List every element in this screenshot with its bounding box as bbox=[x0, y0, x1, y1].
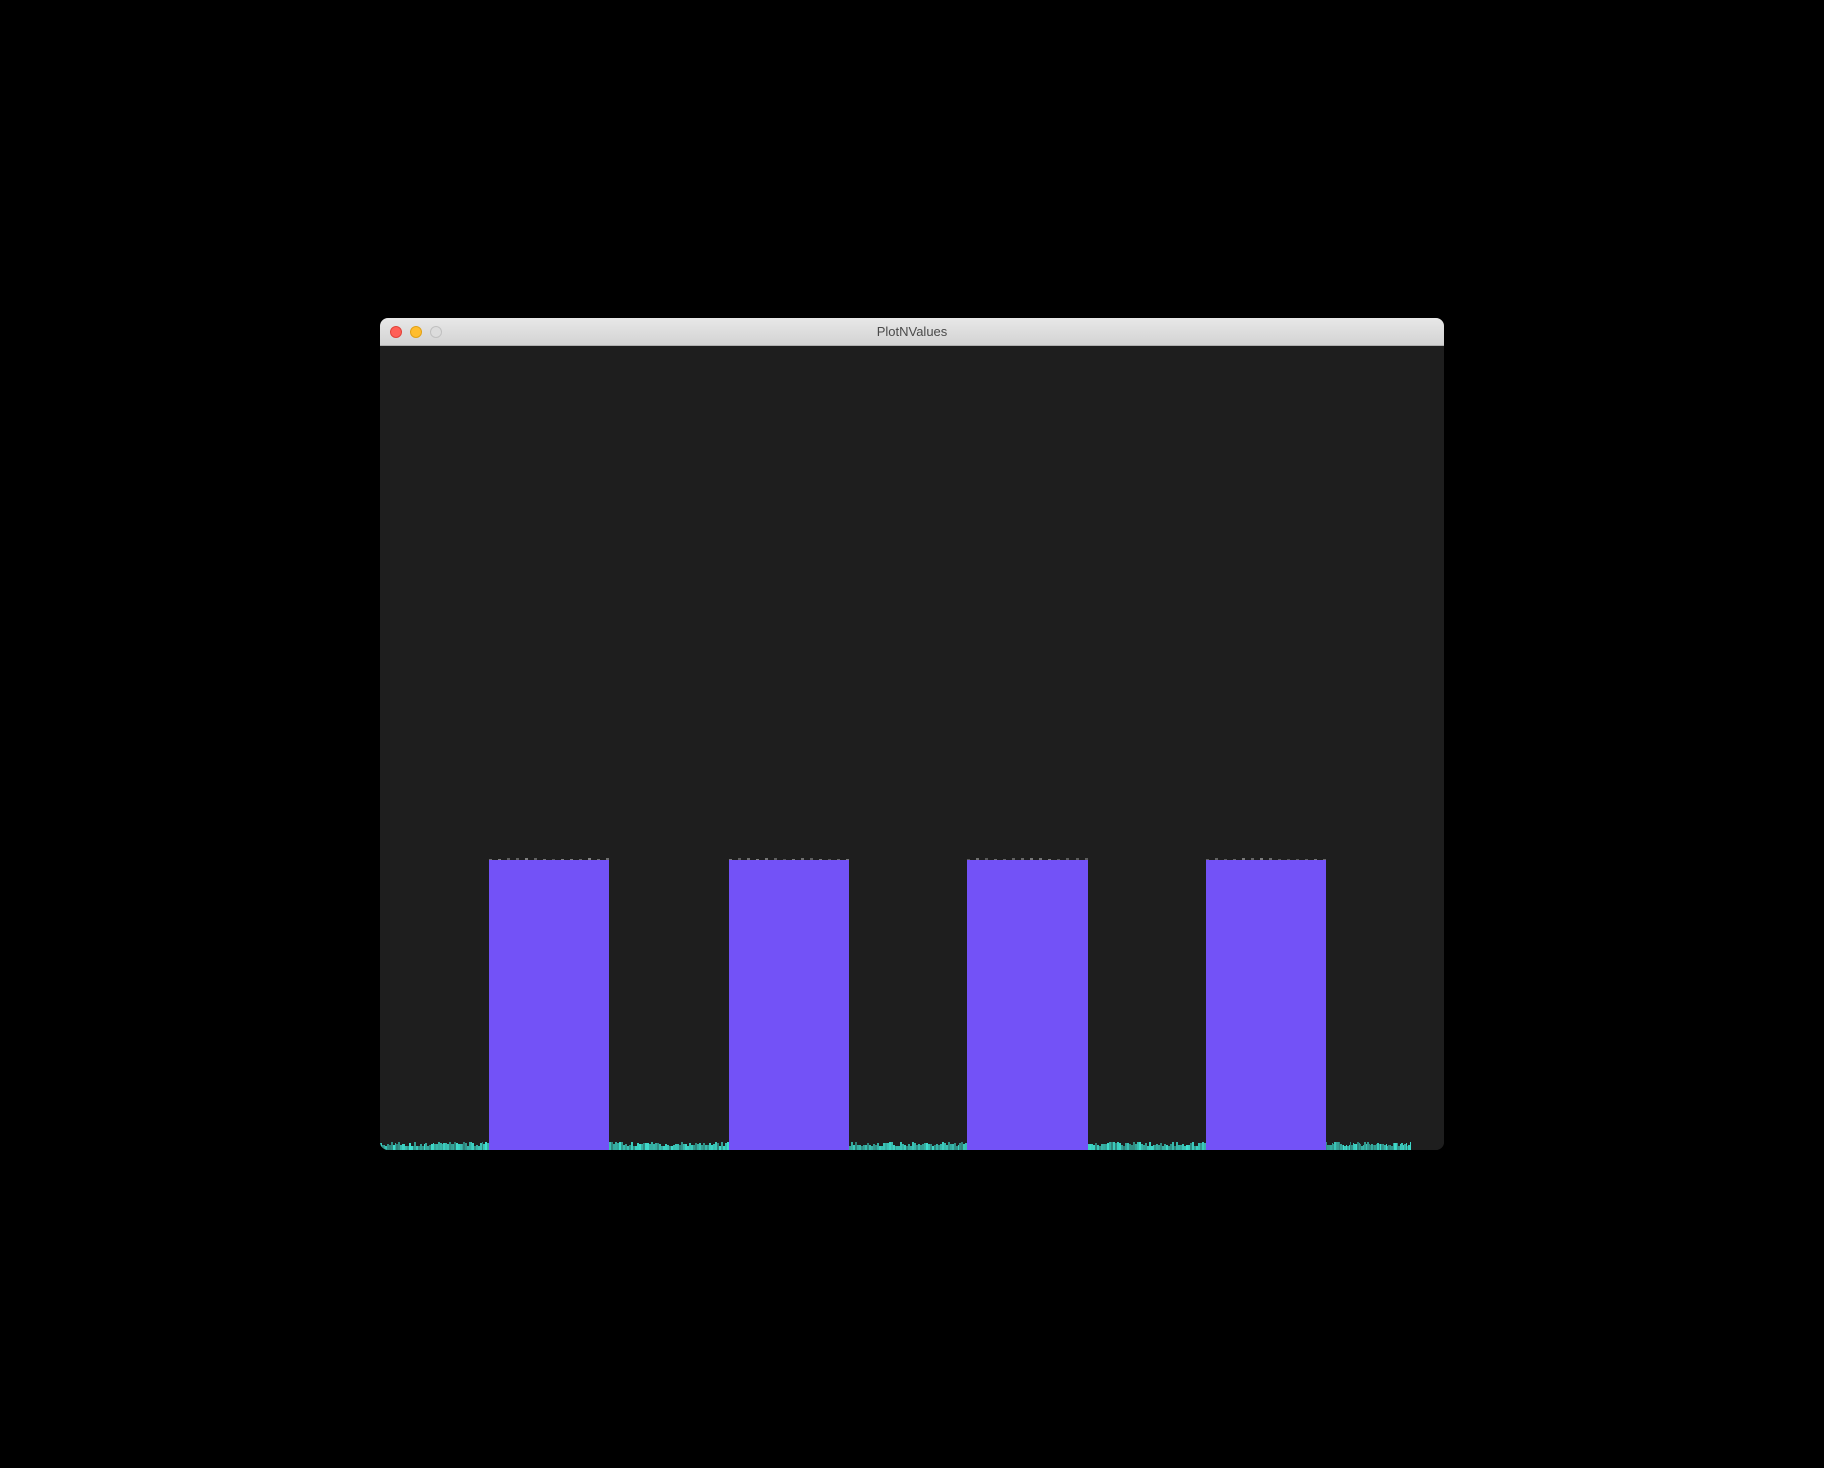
plot-bar bbox=[967, 860, 1087, 1150]
noise-baseline bbox=[609, 1141, 729, 1150]
plot-bar bbox=[489, 860, 609, 1150]
close-icon[interactable] bbox=[390, 326, 402, 338]
maximize-icon bbox=[430, 326, 442, 338]
window-title: PlotNValues bbox=[380, 324, 1444, 339]
plot-bar bbox=[1206, 860, 1326, 1150]
bar-top-ticks bbox=[1206, 857, 1326, 860]
noise-baseline bbox=[849, 1141, 967, 1150]
traffic-lights bbox=[380, 326, 442, 338]
plot-bar bbox=[729, 860, 849, 1150]
app-window: PlotNValues bbox=[380, 318, 1444, 1150]
bar-top-ticks bbox=[489, 857, 609, 860]
noise-baseline bbox=[1088, 1141, 1206, 1150]
minimize-icon[interactable] bbox=[410, 326, 422, 338]
bar-top-ticks bbox=[729, 857, 849, 860]
plot-canvas bbox=[380, 346, 1444, 1150]
noise-baseline bbox=[380, 1141, 489, 1150]
bar-top-ticks bbox=[967, 857, 1087, 860]
noise-baseline bbox=[1326, 1141, 1411, 1150]
titlebar[interactable]: PlotNValues bbox=[380, 318, 1444, 346]
